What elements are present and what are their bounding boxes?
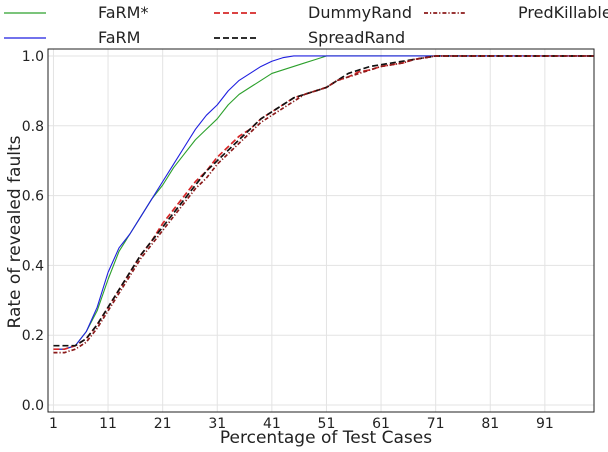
x-tick-label: 51 — [318, 416, 336, 432]
x-tick-label: 81 — [481, 416, 499, 432]
x-tick-label: 1 — [49, 416, 58, 432]
x-tick-label: 21 — [154, 416, 172, 432]
legend-label: DummyRand — [308, 3, 412, 22]
x-axis-label: Percentage of Test Cases — [220, 428, 432, 448]
series-line-farm — [53, 55, 594, 350]
y-tick-label: 0.2 — [22, 328, 44, 344]
grid — [48, 49, 594, 412]
plot-frame — [47, 48, 595, 413]
y-axis-label: Rate of revealed faults — [5, 135, 25, 328]
y-tick-label: 0.8 — [22, 119, 44, 135]
legend-label: SpreadRand — [308, 28, 405, 47]
x-tick-label: 61 — [372, 416, 390, 432]
series-line-farm- — [53, 55, 594, 350]
x-tick-label: 41 — [263, 416, 281, 432]
legend: FaRM* FaRM DummyRand SpreadRand PredKillable — [4, 3, 608, 47]
legend-label: PredKillable — [518, 3, 608, 22]
series-line-predkillable — [53, 55, 594, 354]
y-axis-ticks: 0.0 0.2 0.4 0.6 0.8 1.0 — [22, 49, 44, 414]
y-tick-label: 1.0 — [22, 49, 44, 65]
series-lines — [53, 55, 594, 354]
x-tick-label: 71 — [427, 416, 445, 432]
y-tick-label: 0.0 — [22, 398, 44, 414]
y-tick-label: 0.6 — [22, 189, 44, 205]
x-tick-label: 31 — [208, 416, 226, 432]
series-line-spreadrand — [53, 55, 594, 347]
series-line-dummyrand — [53, 55, 594, 351]
x-tick-label: 91 — [536, 416, 554, 432]
legend-label: FaRM* — [98, 3, 148, 22]
x-axis-ticks: 1 11 21 31 41 51 61 71 81 91 — [49, 416, 554, 432]
x-tick-label: 11 — [99, 416, 117, 432]
legend-label: FaRM — [98, 28, 140, 47]
y-tick-label: 0.4 — [22, 258, 44, 274]
